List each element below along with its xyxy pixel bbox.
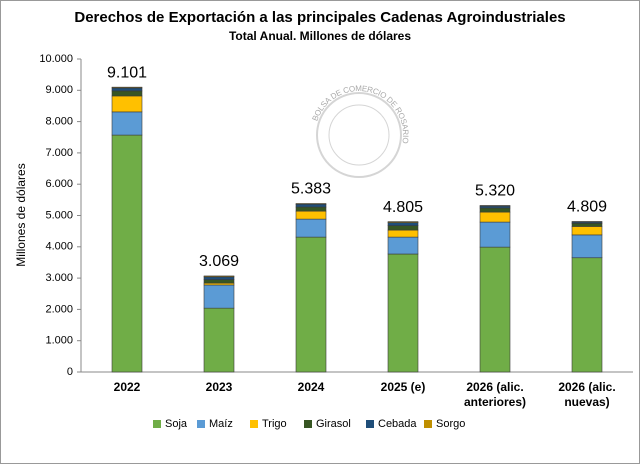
bar-segment — [295, 218, 327, 238]
y-tick-label: 2.000 — [45, 303, 73, 315]
legend-label: Trigo — [262, 418, 287, 430]
bar-segment — [571, 226, 603, 236]
x-tick-label: 2023 — [205, 380, 233, 394]
total-label: 3.069 — [199, 253, 239, 270]
bar-segment — [295, 203, 327, 208]
bar-segment — [387, 221, 419, 223]
bar-segment — [295, 210, 327, 220]
x-tick-label: 2026 (alic. nuevas) — [558, 380, 616, 409]
bar-segment — [387, 222, 419, 226]
y-tick-label: 9.000 — [45, 84, 73, 96]
total-label: 4.809 — [567, 199, 607, 216]
legend-swatch — [424, 420, 432, 428]
bar-segment — [295, 236, 327, 373]
y-tick-label: 7.000 — [45, 147, 73, 159]
legend-swatch — [250, 420, 258, 428]
bar-segment — [111, 95, 143, 113]
y-tick-label: 1.000 — [45, 335, 73, 347]
y-tick-label: 8.000 — [45, 116, 73, 128]
legend-swatch — [197, 420, 205, 428]
bar-segment — [295, 203, 327, 205]
total-label: 5.320 — [475, 183, 515, 200]
bar-segment — [203, 275, 235, 278]
y-axis-label: Millones de dólares — [14, 163, 28, 266]
bar-segment — [111, 111, 143, 136]
bar-segment — [203, 276, 235, 280]
y-tick-label: 6.000 — [45, 178, 73, 190]
legend-swatch — [304, 420, 312, 428]
total-label: 4.805 — [383, 199, 423, 216]
legend-label: Cebada — [378, 418, 417, 430]
bar-segment — [479, 207, 511, 213]
bar-segment — [203, 284, 235, 309]
y-tick-label: 4.000 — [45, 241, 73, 253]
bar-segment — [571, 234, 603, 259]
legend-swatch — [366, 420, 374, 428]
bar-segment — [571, 257, 603, 373]
bar-segment — [111, 90, 143, 97]
x-tick-label: 2026 (alic. anteriores) — [463, 380, 527, 409]
x-tick-label: 2022 — [113, 380, 141, 394]
legend-label: Girasol — [316, 418, 351, 430]
bar-segment — [479, 211, 511, 223]
bar-segment — [111, 86, 143, 89]
bar-segment — [203, 279, 235, 284]
bar-segment — [387, 253, 419, 373]
watermark: BOLSA DE COMERCIO DE ROSARIO — [311, 84, 410, 178]
bar-segment — [111, 87, 143, 92]
total-label: 9.101 — [107, 64, 147, 81]
bar-segment — [479, 205, 511, 207]
bar-segment — [387, 229, 419, 238]
bar-segment — [571, 223, 603, 227]
bar-segment — [479, 221, 511, 248]
seal-ring — [328, 104, 390, 166]
chart-subtitle: Total Anual. Millones de dólares — [229, 29, 411, 43]
y-tick-label: 3.000 — [45, 272, 73, 284]
legend-swatch — [153, 420, 161, 428]
bar-segment — [295, 206, 327, 212]
chart-title: Derechos de Exportación a las principale… — [74, 9, 565, 26]
legend-label: Maíz — [209, 418, 233, 430]
bar-segment — [111, 134, 143, 373]
bar-segment — [571, 221, 603, 223]
x-tick-label: 2024 — [297, 380, 325, 394]
total-label: 5.383 — [291, 181, 331, 198]
y-tick-label: 10.000 — [39, 53, 73, 65]
legend-label: Sorgo — [436, 418, 465, 430]
y-tick-label: 0 — [67, 366, 73, 378]
y-tick-label: 5.000 — [45, 209, 73, 221]
legend-label: Soja — [165, 418, 188, 430]
seal-ring — [316, 92, 402, 178]
bar-segment — [387, 236, 419, 255]
x-tick-label: 2025 (e) — [380, 380, 426, 394]
bar-segment — [387, 225, 419, 231]
bar-segment — [203, 307, 235, 373]
bar-segment — [479, 246, 511, 373]
